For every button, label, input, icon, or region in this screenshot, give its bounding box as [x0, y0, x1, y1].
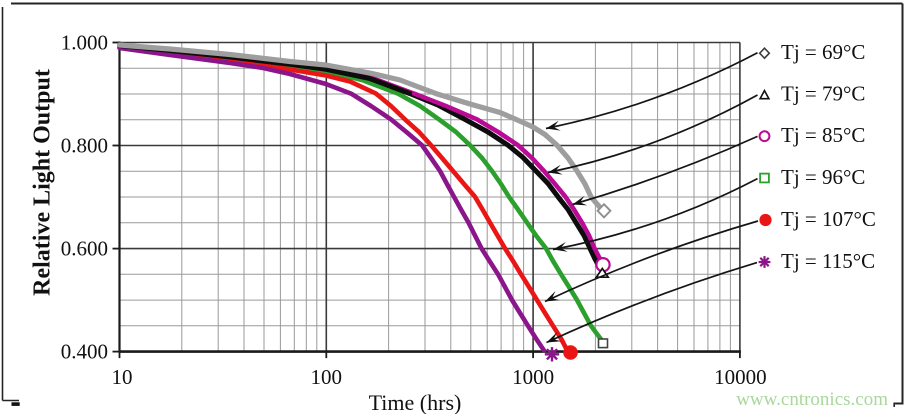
- svg-text:Tj = 79°C: Tj = 79°C: [781, 82, 865, 106]
- svg-text:Relative Light Output: Relative Light Output: [30, 69, 56, 296]
- svg-text:0.600: 0.600: [61, 237, 108, 261]
- svg-text:Tj = 115°C: Tj = 115°C: [781, 249, 875, 273]
- svg-text:10: 10: [112, 365, 133, 389]
- svg-text:10000: 10000: [714, 365, 767, 389]
- svg-text:Tj = 85°C: Tj = 85°C: [781, 123, 865, 147]
- svg-text:www.cntronics.com: www.cntronics.com: [736, 389, 888, 410]
- svg-text:1000: 1000: [512, 365, 554, 389]
- svg-text:Tj = 69°C: Tj = 69°C: [781, 40, 865, 64]
- svg-text:Tj = 107°C: Tj = 107°C: [781, 207, 876, 231]
- svg-text:0.400: 0.400: [61, 340, 108, 364]
- svg-text:Tj = 96°C: Tj = 96°C: [781, 165, 865, 189]
- svg-text:100: 100: [311, 365, 343, 389]
- svg-text:1.000: 1.000: [61, 31, 108, 55]
- svg-text:0.800: 0.800: [61, 134, 108, 158]
- svg-text:Time (hrs): Time (hrs): [369, 390, 462, 414]
